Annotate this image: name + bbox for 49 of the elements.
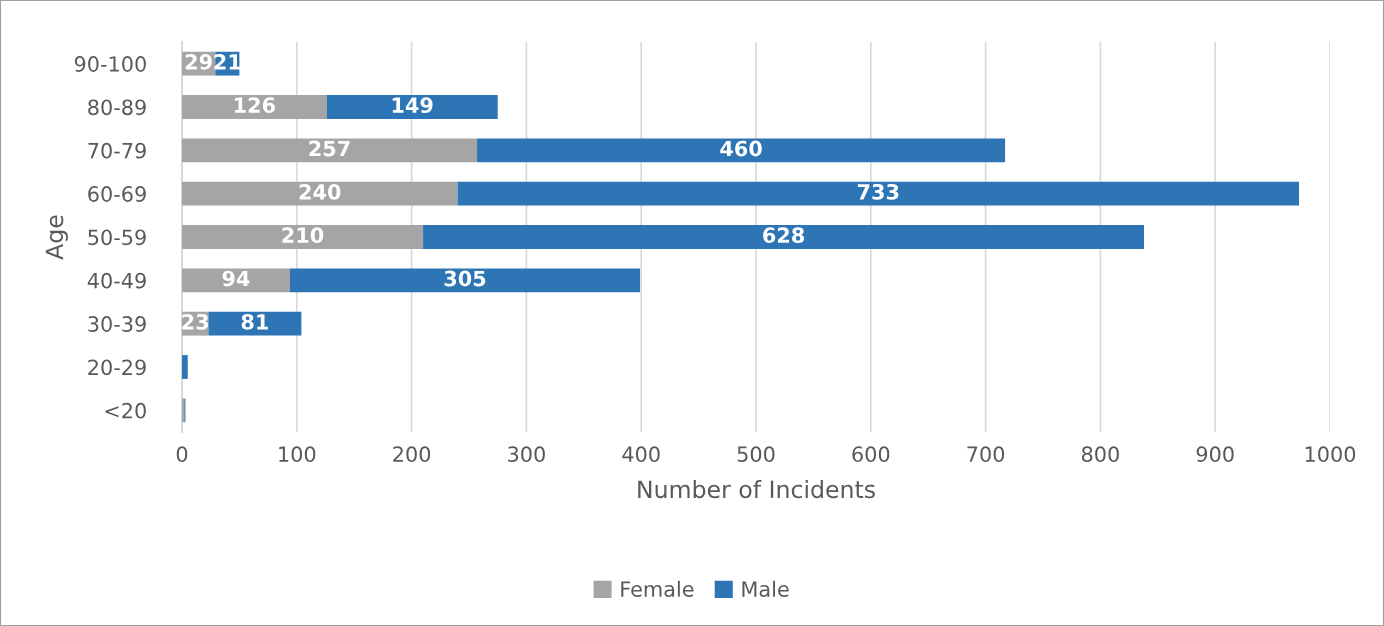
x-tick-label: 1000 xyxy=(1305,446,1356,463)
data-label: 210 xyxy=(282,227,324,244)
bar xyxy=(182,138,478,163)
x-axis-title: Number of Incidents xyxy=(638,479,875,499)
y-tick-label: 90-100 xyxy=(74,56,146,72)
data-label: 94 xyxy=(222,270,250,287)
y-tick-label: 40-49 xyxy=(87,272,146,289)
bar xyxy=(423,225,1145,249)
bar xyxy=(477,138,1006,163)
data-label: 29 xyxy=(185,53,212,70)
data-label: 305 xyxy=(444,270,486,287)
y-tick-label: 30-39 xyxy=(88,316,146,332)
bar xyxy=(457,181,1299,206)
x-tick-label: 300 xyxy=(508,446,545,463)
y-tick-label: 50-59 xyxy=(88,229,146,246)
y-tick-label: 60-69 xyxy=(88,186,146,202)
y-tick-label: 20-29 xyxy=(88,359,146,376)
bar xyxy=(182,95,327,119)
data-label: 240 xyxy=(299,183,341,200)
y-tick-label: 80-89 xyxy=(88,99,146,116)
data-label: 149 xyxy=(392,97,433,114)
data-label: 460 xyxy=(720,140,762,157)
x-tick-label: 0 xyxy=(176,446,188,463)
bar xyxy=(182,225,424,249)
x-tick-label: 500 xyxy=(737,446,775,463)
x-tick-label: 900 xyxy=(1196,446,1234,463)
data-label: 733 xyxy=(857,183,899,200)
legend-label: Male xyxy=(742,580,789,597)
bar xyxy=(208,311,302,336)
data-label: 628 xyxy=(763,227,804,244)
bar xyxy=(182,268,290,293)
x-tick-label: 200 xyxy=(393,446,431,463)
y-tick-label: 70-79 xyxy=(88,142,146,159)
x-tick-label: 600 xyxy=(852,446,890,463)
x-tick-label: 700 xyxy=(967,446,1005,463)
legend-label: Female xyxy=(621,580,694,597)
bar xyxy=(182,181,458,206)
bar xyxy=(182,355,188,379)
data-label: 23 xyxy=(182,313,209,330)
bar xyxy=(289,268,641,293)
y-tick-label: <20 xyxy=(105,402,146,419)
bar xyxy=(326,95,498,119)
x-tick-label: 400 xyxy=(622,446,660,463)
data-label: 257 xyxy=(309,140,350,157)
x-tick-label: 800 xyxy=(1081,446,1119,463)
data-label: 81 xyxy=(241,313,268,330)
x-tick-label: 100 xyxy=(279,446,316,463)
y-axis-title: Age xyxy=(45,215,68,260)
data-label: 126 xyxy=(234,97,275,114)
